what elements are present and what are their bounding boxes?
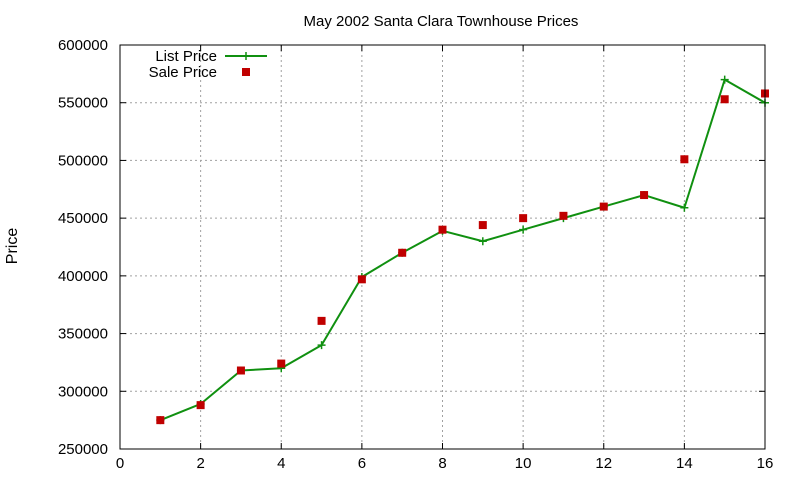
sale-price-point bbox=[317, 316, 326, 325]
y-tick-label: 450000 bbox=[58, 210, 108, 227]
list-price-line bbox=[159, 78, 766, 422]
plot-series bbox=[156, 75, 769, 425]
sale-price-point bbox=[357, 275, 366, 284]
x-tick-label: 2 bbox=[196, 455, 204, 472]
sale-price-point bbox=[559, 211, 568, 220]
x-tick-label: 14 bbox=[676, 455, 693, 472]
y-tick-label: 550000 bbox=[58, 95, 108, 112]
grid-lines bbox=[120, 45, 765, 449]
plot-frame bbox=[119, 44, 766, 450]
sale-price-point bbox=[640, 191, 649, 200]
y-tick-label: 250000 bbox=[58, 441, 108, 458]
y-tick-label: 500000 bbox=[58, 152, 108, 169]
list-price-point bbox=[680, 203, 689, 212]
list-price-point bbox=[720, 75, 729, 84]
sale-price-point bbox=[398, 248, 407, 257]
sale-price-point bbox=[599, 202, 608, 211]
sale-price-point bbox=[277, 359, 286, 368]
x-tick-label: 16 bbox=[757, 455, 774, 472]
sale-price-point bbox=[478, 221, 487, 230]
x-tick-label: 4 bbox=[277, 455, 285, 472]
y-axis-label: Price bbox=[4, 228, 21, 265]
sale-price-point bbox=[236, 366, 245, 375]
sale-price-point bbox=[156, 416, 165, 425]
series-sale-price bbox=[156, 89, 769, 425]
list-price-point bbox=[519, 225, 528, 234]
list-price-point bbox=[317, 341, 326, 350]
axis-ticks: 0 2 4 6 8 10 12 14 16 250000 300000 350000 400000 450… bbox=[58, 37, 773, 472]
sale-price-point bbox=[196, 401, 205, 410]
x-tick-label: 8 bbox=[438, 455, 446, 472]
x-tick-label: 10 bbox=[515, 455, 532, 472]
sale-price-point bbox=[438, 225, 447, 234]
chart-title: May 2002 Santa Clara Townhouse Prices bbox=[304, 13, 579, 30]
legend-label: Sale Price bbox=[149, 64, 217, 81]
x-tick-label: 6 bbox=[358, 455, 366, 472]
legend-plus-swatch bbox=[242, 52, 250, 60]
sale-price-point bbox=[680, 155, 689, 164]
y-tick-label: 300000 bbox=[58, 383, 108, 400]
x-tick-label: 0 bbox=[116, 455, 124, 472]
legend-label: List Price bbox=[155, 48, 217, 65]
series-list-price bbox=[156, 75, 769, 425]
sale-price-point bbox=[519, 214, 528, 223]
y-tick-label: 600000 bbox=[58, 37, 108, 54]
y-tick-label: 400000 bbox=[58, 268, 108, 285]
list-price-point bbox=[478, 237, 487, 246]
y-tick-label: 350000 bbox=[58, 326, 108, 343]
x-tick-label: 12 bbox=[595, 455, 612, 472]
legend-square-swatch bbox=[242, 68, 250, 76]
sale-price-point bbox=[720, 95, 729, 104]
